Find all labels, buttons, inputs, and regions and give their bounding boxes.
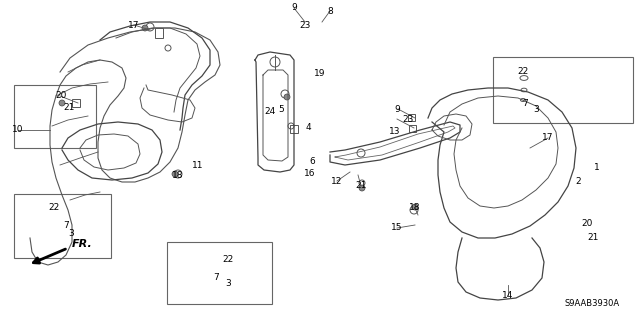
Text: 17: 17 <box>128 20 140 29</box>
Text: 22: 22 <box>517 68 529 77</box>
Text: 19: 19 <box>314 69 326 78</box>
Text: 11: 11 <box>192 160 204 169</box>
Text: 12: 12 <box>332 176 342 186</box>
Text: 5: 5 <box>278 106 284 115</box>
Text: 22: 22 <box>222 256 234 264</box>
Text: 8: 8 <box>327 6 333 16</box>
Bar <box>408 114 415 121</box>
Bar <box>72 99 80 107</box>
Text: 23: 23 <box>300 20 310 29</box>
Text: 9: 9 <box>394 105 400 114</box>
Text: 1: 1 <box>594 164 600 173</box>
Bar <box>409 125 416 132</box>
Text: 6: 6 <box>309 157 315 166</box>
Text: 3: 3 <box>68 229 74 239</box>
Circle shape <box>412 204 418 210</box>
Text: FR.: FR. <box>72 239 93 249</box>
Circle shape <box>59 100 65 106</box>
Text: 4: 4 <box>305 123 311 132</box>
Text: 21: 21 <box>63 103 75 113</box>
Text: 20: 20 <box>55 92 67 100</box>
Text: 18: 18 <box>172 170 184 180</box>
Text: 20: 20 <box>581 219 593 228</box>
Text: 16: 16 <box>304 168 316 177</box>
Circle shape <box>359 185 365 191</box>
Bar <box>14 85 96 148</box>
Text: 3: 3 <box>533 106 539 115</box>
Bar <box>493 57 633 123</box>
Circle shape <box>142 25 148 31</box>
Text: 13: 13 <box>389 127 401 136</box>
Text: 10: 10 <box>12 125 24 135</box>
Text: 18: 18 <box>409 204 420 212</box>
Text: 7: 7 <box>213 273 219 283</box>
Text: 17: 17 <box>542 133 554 143</box>
Text: S9AAB3930A: S9AAB3930A <box>565 299 620 308</box>
Bar <box>155 28 163 38</box>
Text: 3: 3 <box>225 279 231 288</box>
Text: 9: 9 <box>291 4 297 12</box>
Text: 22: 22 <box>49 204 60 212</box>
Text: 2: 2 <box>575 177 581 187</box>
Circle shape <box>284 94 290 100</box>
Text: 7: 7 <box>63 221 69 231</box>
Bar <box>290 125 298 133</box>
Text: 21: 21 <box>588 233 598 241</box>
Text: 15: 15 <box>391 224 403 233</box>
Bar <box>14 194 111 258</box>
Circle shape <box>172 171 178 177</box>
Text: 7: 7 <box>522 99 528 108</box>
Bar <box>167 242 272 304</box>
Text: 14: 14 <box>502 291 514 300</box>
Text: 21: 21 <box>355 182 367 190</box>
Text: 23: 23 <box>403 115 413 123</box>
Text: 24: 24 <box>264 107 276 115</box>
